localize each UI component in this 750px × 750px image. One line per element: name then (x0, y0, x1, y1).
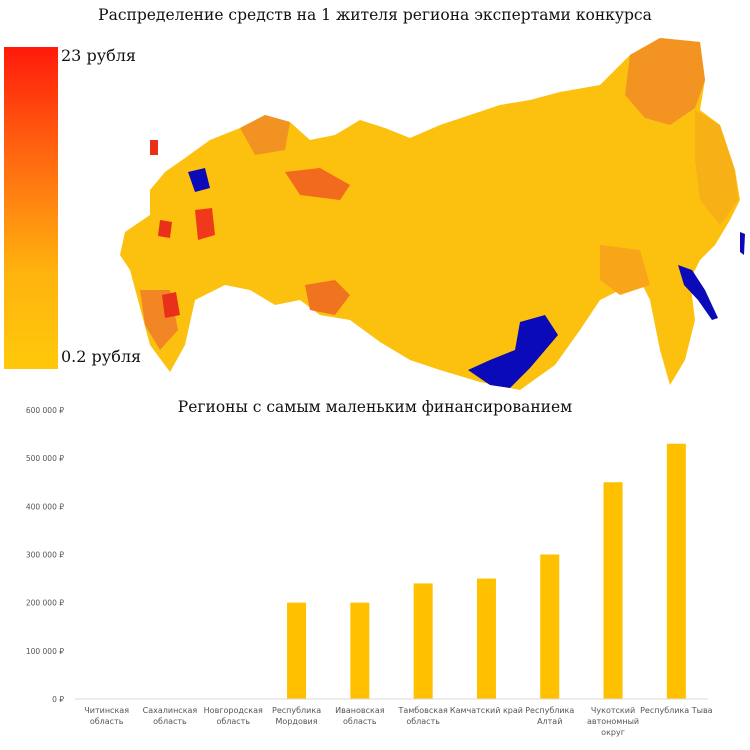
map-region-novgorod (188, 168, 210, 192)
chart-title: Регионы с самым маленьким финансирование… (177, 398, 573, 416)
y-tick-label: 400 000 ₽ (26, 502, 64, 511)
x-category-label: Ивановская область (335, 706, 385, 726)
x-category-label: Чукотский автономный округ (587, 706, 639, 737)
y-tick-label: 600 000 ₽ (26, 406, 64, 415)
map-region-moscow (195, 208, 215, 240)
y-axis: 0 ₽ 100 000 ₽ 200 000 ₽ 300 000 ₽ 400 000 ₽ 5… (26, 406, 64, 704)
bar (666, 443, 686, 699)
x-category-label: Камчатский край (450, 706, 523, 715)
x-axis: Читинская область Сахалинская область Новгор… (84, 706, 712, 737)
bar (476, 578, 496, 699)
bar (603, 482, 623, 699)
map-region-kamchatka-edge (740, 232, 745, 255)
x-category-label: Республика Тыва (640, 706, 713, 715)
map-region-kaliningrad (150, 140, 158, 155)
bar (413, 583, 433, 699)
x-category-label: Тамбовская область (397, 706, 448, 726)
legend-max-label: 23 рубля (61, 46, 136, 65)
x-category-label: Республика Алтай (525, 706, 574, 726)
map-region-sakhalin (678, 265, 718, 320)
bar (287, 602, 307, 699)
map-region-sakha-south (600, 245, 650, 295)
bars (287, 443, 686, 699)
map-region-kamchatka-area (695, 110, 738, 225)
x-category-label: Читинская область (84, 706, 129, 726)
map-region-chukotka (625, 38, 705, 125)
y-tick-label: 200 000 ₽ (26, 599, 64, 608)
map-region-kola (240, 115, 290, 155)
y-tick-label: 300 000 ₽ (26, 551, 64, 560)
bar (540, 554, 560, 699)
y-tick-label: 0 ₽ (52, 695, 64, 704)
y-tick-label: 100 000 ₽ (26, 647, 64, 656)
map-region-yamal (285, 168, 350, 200)
map-title: Распределение средств на 1 жителя регион… (98, 6, 652, 24)
map-region-chita-tuva-band (468, 315, 558, 388)
y-tick-label: 500 000 ₽ (26, 454, 64, 463)
russia-region-map (120, 38, 745, 390)
legend-min-label: 0.2 рубля (61, 347, 142, 366)
color-scale-legend (4, 47, 58, 369)
map-region-caucasus-red (162, 292, 180, 318)
x-category-label: Новгородская область (204, 706, 263, 726)
bar (350, 602, 370, 699)
map-region-west-red (158, 220, 172, 238)
map-region-omsk (305, 280, 350, 315)
bar-chart: 0 ₽ 100 000 ₽ 200 000 ₽ 300 000 ₽ 400 000 ₽ 5… (26, 406, 713, 737)
x-category-label: Республика Мордовия (272, 706, 321, 726)
x-category-label: Сахалинская область (143, 706, 198, 726)
